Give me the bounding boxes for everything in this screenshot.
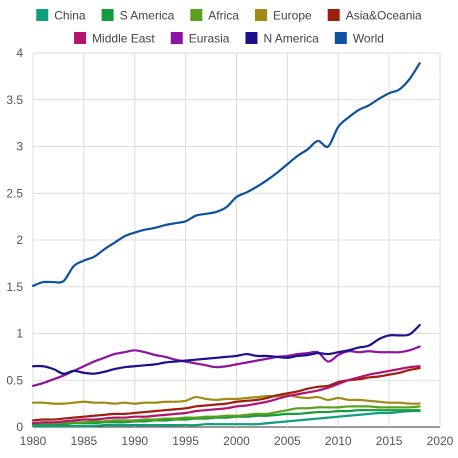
chart-grid [32,52,441,428]
series-line-s-america [31,408,421,426]
legend-item-n-america[interactable]: N America [245,32,319,46]
legend-item-s-america[interactable]: S America [101,9,175,23]
y-axis-ticks: 0 0.5 1 1.5 2 2.5 3 3.5 4 [6,46,23,434]
legend-swatch [74,32,87,44]
x-axis-ticks: 1980 1985 1990 1995 2000 2005 2010 2015 2020 [20,434,454,448]
legend-label: Middle East [92,32,155,46]
series-line-china [31,409,421,428]
legend-label: World [353,32,384,46]
y-tick-label: 4 [16,46,23,60]
y-tick-label: 3.5 [6,93,23,107]
series-line-asia-oceania [31,367,421,422]
y-tick-label: 2 [16,233,23,247]
x-tick-label: 1985 [71,434,98,448]
x-tick-label: 2015 [376,434,403,448]
x-tick-label: 1990 [121,434,148,448]
y-tick-label: 1.5 [6,280,23,294]
series-lines [31,62,421,428]
legend-label: Eurasia [189,32,230,46]
y-tick-label: 3 [16,140,23,154]
y-tick-label: 0 [16,420,23,434]
series-line-africa [31,405,421,425]
legend-swatch [170,32,183,44]
y-tick-label: 1 [16,327,23,341]
legend-swatch [245,32,258,44]
legend-item-asia-oceania[interactable]: Asia&Oceania [327,9,422,23]
y-tick-label: 0.5 [6,373,23,387]
legend-item-china[interactable]: China [36,9,86,23]
legend-swatch [36,9,49,21]
series-line-world [31,62,421,287]
y-tick-label: 2.5 [6,186,23,200]
legend-item-europe[interactable]: Europe [254,9,312,23]
series-line-eurasia [31,345,421,387]
x-tick-label: 2010 [325,434,352,448]
legend-swatch [327,9,340,21]
series-line-europe [31,394,421,405]
legend-item-middle-east[interactable]: Middle East [74,32,155,46]
legend-label: Asia&Oceania [346,9,422,23]
legend-label: Europe [273,9,312,23]
legend-item-africa[interactable]: Africa [190,9,239,23]
legend-label: China [54,9,86,23]
legend-label: Africa [208,9,239,23]
x-tick-label: 1980 [20,434,47,448]
x-tick-label: 1995 [172,434,199,448]
x-tick-label: 2000 [223,434,250,448]
series-line-n-america [31,323,421,375]
legend-swatch [334,32,347,44]
legend-item-world[interactable]: World [334,32,384,46]
x-tick-label: 2020 [427,434,454,448]
x-tick-label: 2005 [274,434,301,448]
legend-label: N America [263,32,319,46]
series-line-middle-east [31,365,421,425]
legend-swatch [101,9,114,21]
legend-swatch [254,9,267,21]
legend-label: S America [120,9,175,23]
legend-item-eurasia[interactable]: Eurasia [170,32,230,46]
legend-swatch [190,9,203,21]
chart-legend: China S America Africa Europe Asia&Oceania Mi… [36,9,422,46]
